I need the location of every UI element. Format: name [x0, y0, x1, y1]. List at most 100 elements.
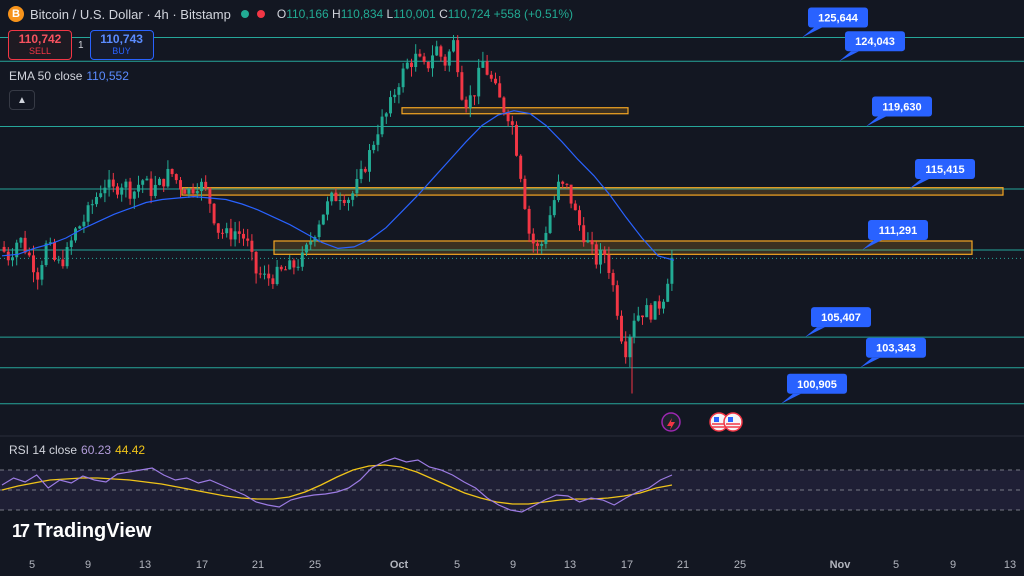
candle-body	[162, 178, 166, 187]
candle-body	[531, 233, 535, 244]
candle-body	[330, 192, 334, 202]
candle-body	[359, 168, 363, 179]
candle-body	[2, 246, 6, 252]
level-callout-5[interactable]: 105,407	[805, 307, 871, 338]
level-callout-7[interactable]: 100,905	[781, 373, 847, 404]
candle-body	[477, 67, 481, 97]
low-value: 110,001	[393, 7, 436, 21]
level-callout-6[interactable]: 103,343	[860, 337, 926, 368]
candle-body	[540, 243, 544, 246]
candle-body	[107, 179, 111, 188]
candle-body	[309, 241, 313, 245]
candle-body	[321, 214, 325, 225]
tradingview-logo[interactable]: 17 TradingView	[12, 520, 151, 543]
candle-body	[485, 61, 489, 75]
sell-button[interactable]: 110,742 SELL	[8, 30, 72, 60]
callout-box	[787, 373, 847, 394]
callout-label: 100,905	[797, 379, 837, 391]
callout-label: 124,043	[855, 36, 895, 48]
symbol-title[interactable]: Bitcoin / U.S. Dollar · 4h · Bitstamp	[30, 6, 231, 22]
candle-body	[460, 72, 464, 100]
callout-box	[845, 31, 905, 52]
symbol-header: B Bitcoin / U.S. Dollar · 4h · Bitstamp …	[8, 6, 573, 22]
candle-body	[99, 193, 103, 197]
candle-body	[506, 112, 510, 122]
x-tick-label: 5	[893, 559, 899, 571]
callout-pointer	[866, 116, 886, 127]
x-tick-label: 13	[1004, 559, 1016, 571]
candle-body	[275, 266, 279, 285]
candle-body	[489, 74, 493, 79]
level-callout-0[interactable]: 125,644	[802, 7, 868, 38]
candle-body	[607, 254, 611, 273]
callout-box	[811, 307, 871, 328]
candle-body	[267, 273, 271, 279]
candle-body	[174, 174, 178, 181]
candle-body	[246, 238, 250, 241]
callout-pointer	[802, 27, 822, 38]
x-axis: 5 9 13 17 21 25 Oct 5 9 13 17 21 25 Nov 5 9 13	[29, 559, 1016, 571]
candle-body	[418, 53, 422, 57]
collapse-indicators-button[interactable]: ▲	[9, 90, 35, 110]
candle-body	[338, 200, 342, 202]
candle-body	[389, 97, 392, 114]
callout-label: 115,415	[925, 164, 964, 176]
level-callouts: 125,644 124,043 119,630 115,415 111,291 105,4…	[781, 7, 975, 404]
open-value: 110,166	[286, 7, 329, 21]
level-callout-1[interactable]: 124,043	[839, 31, 905, 62]
ema-50-line	[1, 110, 675, 261]
candle-body	[116, 186, 119, 195]
candle-body	[15, 242, 19, 258]
candle-body	[65, 247, 69, 267]
buy-button[interactable]: 110,743 BUY	[89, 30, 154, 60]
candle-body	[519, 155, 523, 179]
candle-body	[368, 150, 371, 172]
us-flag-event-icon-2[interactable]	[723, 412, 743, 432]
candle-body	[439, 46, 443, 57]
candle-body	[351, 193, 355, 200]
candle-body	[271, 278, 275, 285]
tradingview-mark-icon: 17	[12, 521, 30, 541]
ema-value: 110,552	[86, 69, 129, 83]
level-callout-3[interactable]: 115,415	[909, 158, 975, 189]
crypto-event-icon[interactable]	[661, 412, 681, 432]
chevron-up-icon: ▲	[17, 94, 27, 106]
candle-body	[557, 181, 560, 201]
candle-body	[153, 184, 157, 196]
candle-body	[657, 301, 661, 309]
candle-body	[179, 180, 182, 190]
x-tick-label: 25	[734, 559, 746, 571]
candle-body	[510, 121, 514, 125]
callout-box	[915, 158, 975, 179]
candle-body	[279, 266, 283, 270]
candle-body	[288, 260, 292, 270]
candle-body	[200, 181, 203, 192]
candle-body	[111, 179, 115, 187]
callout-box	[872, 96, 932, 117]
x-tick-label: 13	[139, 559, 151, 571]
ema-legend[interactable]: EMA 50 close 110,552	[9, 69, 129, 83]
candle-body	[342, 200, 346, 204]
candle-body	[670, 257, 674, 284]
candle-body	[103, 187, 107, 194]
candle-body	[548, 215, 552, 233]
candle-body	[23, 237, 27, 253]
candle-body	[435, 46, 439, 56]
candle-body	[82, 221, 86, 227]
x-tick-label: 5	[454, 559, 460, 571]
x-tick-label: 13	[564, 559, 576, 571]
x-tick-label: Nov	[830, 559, 852, 571]
x-tick-label: Oct	[390, 559, 409, 571]
candle-body	[313, 237, 317, 242]
candle-body	[6, 251, 10, 261]
rsi-legend[interactable]: RSI 14 close 60.23 44.42	[9, 443, 145, 457]
candle-body	[128, 181, 132, 199]
level-callout-4[interactable]: 111,291	[862, 220, 928, 251]
quantity-value[interactable]: 1	[78, 39, 84, 51]
level-callout-2[interactable]: 119,630	[866, 96, 932, 127]
candle-body	[300, 252, 304, 267]
callout-pointer	[860, 357, 880, 368]
candle-body	[36, 272, 40, 280]
